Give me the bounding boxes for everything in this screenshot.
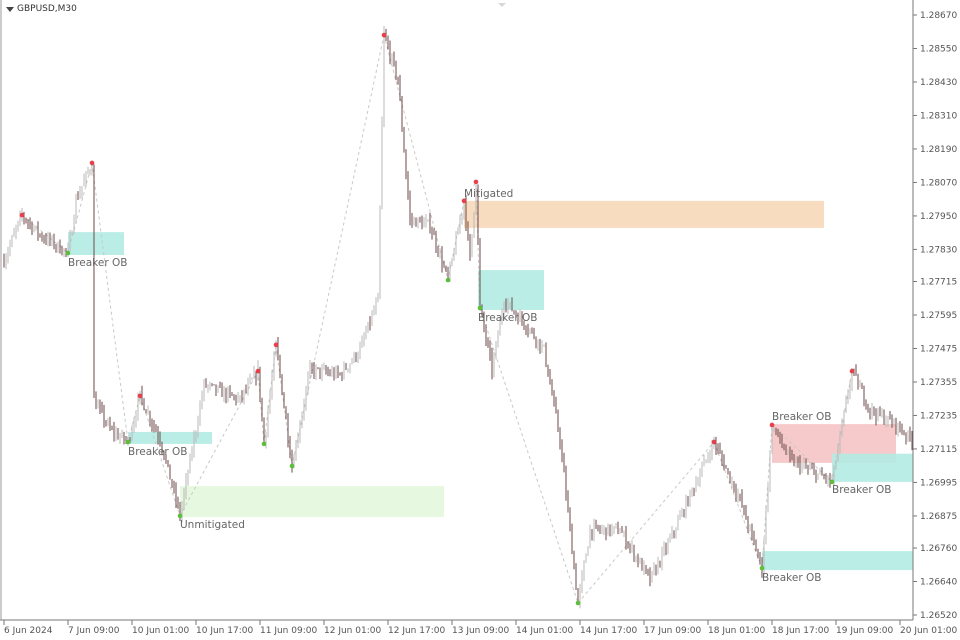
zone-label: Breaker OB [762, 572, 821, 584]
zone-label: Breaker OB [128, 446, 187, 458]
swing-low-marker [177, 513, 183, 519]
swing-high-marker [19, 212, 25, 218]
time-tick-label: 19 Jun 09:00 [836, 626, 893, 636]
time-tick-label: 7 Jun 09:00 [68, 626, 120, 636]
price-tick-label: 1.28670 [920, 11, 957, 21]
swing-high-marker [849, 368, 855, 374]
time-tick-label: 6 Jun 2024 [4, 626, 53, 636]
price-tick-label: 1.26995 [920, 478, 957, 488]
price-tick-label: 1.28550 [920, 44, 957, 54]
time-tick-label: 12 Jun 01:00 [324, 626, 381, 636]
zone-labels: Breaker OB Breaker OB Unmitigated Mitigated… [68, 188, 891, 584]
time-tick-label: 13 Jun 09:00 [452, 626, 509, 636]
swing-markers [19, 32, 855, 606]
swing-low-marker [445, 277, 451, 283]
price-tick-label: 1.27355 [920, 378, 957, 388]
swing-low-marker [759, 565, 765, 571]
price-tick-label: 1.26760 [920, 544, 957, 554]
time-tick-label: 11 Jun 09:00 [260, 626, 317, 636]
zigzag-segment [713, 441, 763, 569]
swing-high-marker [255, 368, 261, 374]
time-tick-label: 14 Jun 17:00 [580, 626, 637, 636]
zigzag-lines [21, 34, 853, 604]
zone-label: Breaker OB [478, 312, 537, 324]
zone-label: Breaker OB [832, 484, 891, 496]
order-block-zone [180, 486, 444, 518]
time-tick-label: 18 Jun 17:00 [772, 626, 829, 636]
order-block-zone [128, 431, 212, 444]
price-tick-label: 1.26640 [920, 578, 957, 588]
zone-label: Unmitigated [180, 519, 245, 531]
swing-low-marker [477, 305, 483, 311]
price-tick-label: 1.28070 [920, 178, 957, 188]
price-tick-label: 1.28190 [920, 145, 957, 155]
dropdown-triangle-icon[interactable] [6, 6, 14, 12]
zigzag-segment [577, 441, 715, 604]
swing-high-marker [137, 393, 143, 399]
shift-marker-icon[interactable] [498, 3, 506, 7]
price-tick-label: 1.27715 [920, 278, 957, 288]
price-bars [3, 25, 913, 609]
swing-high-marker [769, 422, 775, 428]
price-axis: 1.28670 1.28550 1.28430 1.28310 1.28190 1.280… [913, 11, 957, 621]
swing-high-marker [461, 198, 467, 204]
zigzag-segment [291, 34, 385, 467]
zigzag-segment [463, 181, 477, 202]
price-tick-label: 1.26875 [920, 512, 957, 522]
price-tick-label: 1.26520 [920, 611, 957, 621]
price-tick-label: 1.28310 [920, 111, 957, 121]
price-tick-label: 1.27595 [920, 311, 957, 321]
order-block-zone [478, 270, 544, 310]
time-tick-label: 10 Jun 01:00 [132, 626, 189, 636]
time-axis: 6 Jun 2024 7 Jun 09:00 10 Jun 01:00 10 Jun … [3, 620, 957, 636]
zigzag-segment [127, 395, 141, 443]
price-tick-label: 1.27830 [920, 245, 957, 255]
swing-high-marker [381, 32, 387, 38]
price-tick-label: 1.27115 [920, 445, 957, 455]
zone-label: Mitigated [464, 188, 513, 200]
symbol-text: GBPUSD,M30 [17, 4, 77, 14]
zigzag-segment [21, 214, 69, 254]
swing-low-marker [65, 250, 71, 256]
zigzag-segment [383, 34, 449, 281]
zone-label: Breaker OB [68, 257, 127, 269]
price-tick-label: 1.28430 [920, 78, 957, 88]
zigzag-segment [257, 371, 265, 444]
zigzag-segment [91, 162, 129, 443]
time-tick-label: 14 Jun 01:00 [516, 626, 573, 636]
order-block-zone [68, 232, 124, 255]
swing-low-marker [125, 439, 131, 445]
zone-label: Breaker OB [772, 411, 831, 423]
swing-low-marker [829, 479, 835, 485]
order-block-zone [464, 200, 824, 228]
swing-low-marker [575, 600, 581, 606]
zigzag-segment [479, 307, 579, 604]
order-block-zones [68, 200, 913, 571]
symbol-label[interactable]: GBPUSD,M30 [6, 4, 77, 14]
swing-high-marker [273, 342, 279, 348]
order-block-zone [762, 551, 913, 571]
time-tick-label: 10 Jun 17:00 [196, 626, 253, 636]
price-tick-label: 1.27235 [920, 411, 957, 421]
order-block-zone [832, 453, 913, 482]
swing-high-marker [473, 179, 479, 185]
swing-high-marker [89, 160, 95, 166]
time-tick-label: 17 Jun 09:00 [644, 626, 701, 636]
time-tick-label: 20 Jun 01:00 [900, 626, 957, 636]
zigzag-segment [447, 200, 465, 281]
swing-low-marker [261, 441, 267, 447]
price-tick-label: 1.27475 [920, 344, 957, 354]
swing-low-marker [289, 463, 295, 469]
price-tick-label: 1.27950 [920, 212, 957, 222]
time-tick-label: 18 Jun 01:00 [708, 626, 765, 636]
time-tick-label: 12 Jun 17:00 [388, 626, 445, 636]
swing-high-marker [711, 439, 717, 445]
